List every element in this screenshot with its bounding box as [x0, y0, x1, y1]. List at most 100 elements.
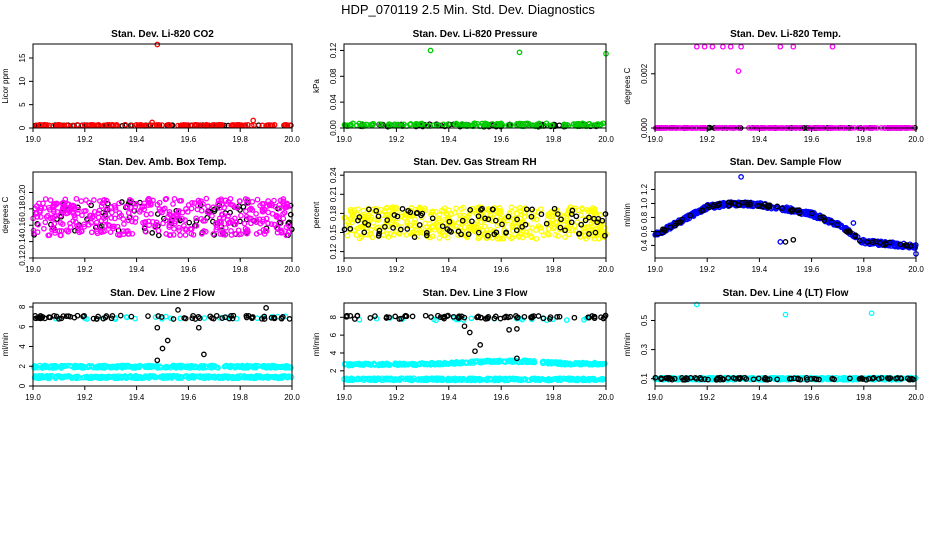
data-point-open	[482, 215, 488, 222]
chart-panel-4: Stan. Dev. Amb. Box Temp. degrees C 19.0 19…	[1, 157, 300, 274]
data-point-line-mid	[572, 360, 579, 366]
data-point-line-low	[242, 373, 249, 380]
y-tick-label: 6	[329, 332, 338, 337]
data-point-line-mid	[540, 360, 546, 367]
data-point-open	[402, 312, 409, 319]
data-point-closed	[107, 229, 114, 235]
data-point-open	[676, 219, 683, 226]
x-tick-label: 19.8	[856, 393, 872, 402]
data-point-line-low	[86, 375, 93, 382]
data-point-line-high	[152, 314, 159, 320]
data-point-open	[228, 313, 234, 319]
data-point-line-low	[195, 373, 202, 380]
data-point-closed	[548, 209, 555, 215]
data-point-open	[910, 376, 917, 383]
data-point-open	[407, 209, 414, 216]
data-point-open	[514, 314, 521, 321]
data-point-open	[440, 314, 446, 321]
data-point-open	[529, 206, 535, 213]
data-point-closed	[183, 122, 189, 128]
y-tick-label: 0.18	[18, 201, 27, 217]
data-point-closed	[213, 226, 220, 233]
x-tick-label: 19.0	[647, 265, 663, 274]
data-point-open	[774, 376, 781, 383]
y-tick-label: 4	[329, 350, 338, 355]
data-point-closed	[228, 228, 234, 234]
data-point-closed	[44, 122, 50, 128]
data-point-closed	[35, 221, 41, 228]
data-point-closed	[166, 208, 173, 215]
data-point-open	[213, 312, 220, 319]
data-point-closed	[285, 228, 292, 235]
data-point-closed	[260, 216, 267, 223]
data-point-open	[499, 221, 505, 228]
chart-panel-1: Stan. Dev. Li-820 CO2 Licor ppm 19.0 19.2 19…	[1, 29, 300, 144]
x-tick-label: 19.0	[25, 393, 41, 402]
data-point-line-mid	[96, 362, 102, 369]
data-point-line-low	[598, 376, 605, 382]
data-point-open	[422, 312, 429, 319]
data-point-open	[672, 222, 678, 229]
data-point-closed	[220, 229, 226, 236]
data-point-closed	[30, 230, 37, 237]
data-point-closed	[126, 196, 133, 203]
data-point-closed	[509, 234, 516, 241]
data-point-closed	[130, 207, 137, 214]
data-point-closed	[102, 223, 109, 229]
data-point-open	[716, 201, 723, 208]
x-tick-label: 19.2	[389, 265, 405, 274]
data-point-line-mid	[145, 362, 152, 369]
data-point-open	[852, 232, 859, 239]
data-point-closed	[444, 234, 451, 241]
data-point-line-mid	[457, 359, 463, 366]
data-point-line-low	[167, 373, 174, 379]
data-point-line-mid	[597, 361, 603, 368]
data-point-open	[864, 239, 871, 245]
data-point-closed	[368, 214, 375, 221]
data-point-closed	[398, 224, 405, 230]
data-point-open	[829, 375, 836, 382]
y-tick-label: 0.00	[329, 120, 338, 136]
data-point-open	[573, 213, 580, 220]
data-point-closed	[353, 232, 360, 238]
data-point-line-low	[386, 376, 393, 383]
y-tick-label: 0.12	[18, 250, 27, 266]
data-point-closed	[566, 231, 573, 238]
data-point-closed	[393, 228, 399, 235]
data-point-closed	[738, 43, 744, 50]
y-tick-label: 0.20	[18, 184, 27, 200]
data-point-line-mid	[154, 363, 161, 370]
data-point-closed	[664, 223, 670, 230]
data-point-line-low	[130, 374, 137, 380]
data-point-line-mid	[464, 359, 470, 366]
data-point-closed	[193, 215, 199, 222]
data-point-open	[392, 313, 399, 320]
data-point-line-mid	[384, 361, 391, 368]
data-point-line-high	[201, 315, 208, 321]
data-point-closed	[87, 212, 93, 219]
chart-title: Stan. Dev. Line 2 Flow	[110, 288, 215, 299]
plot-frame	[343, 302, 607, 387]
data-point-line-low	[145, 373, 152, 380]
y-tick-label: 0.08	[329, 68, 338, 84]
data-point-open	[186, 219, 193, 226]
data-point-closed	[38, 205, 45, 212]
chart-panel-6: Stan. Dev. Sample Flow ml/min 19.0 19.2 19.4…	[623, 157, 924, 274]
data-point-line-low	[351, 376, 358, 383]
data-point-open	[478, 206, 484, 213]
data-point-closed	[436, 217, 442, 224]
chart-title: Stan. Dev. Li-820 Pressure	[413, 29, 538, 40]
data-point-closed	[268, 221, 275, 227]
data-point-closed	[693, 301, 700, 308]
data-point-closed	[735, 68, 742, 74]
data-point-closed	[102, 213, 109, 220]
data-point-open	[286, 316, 293, 322]
data-point-open	[34, 221, 41, 227]
data-point-closed	[212, 220, 219, 227]
data-point-open	[376, 227, 383, 234]
data-point-closed	[465, 224, 472, 231]
data-point-line-low	[487, 375, 494, 382]
data-point-closed	[552, 232, 559, 238]
data-point-closed	[83, 197, 89, 203]
